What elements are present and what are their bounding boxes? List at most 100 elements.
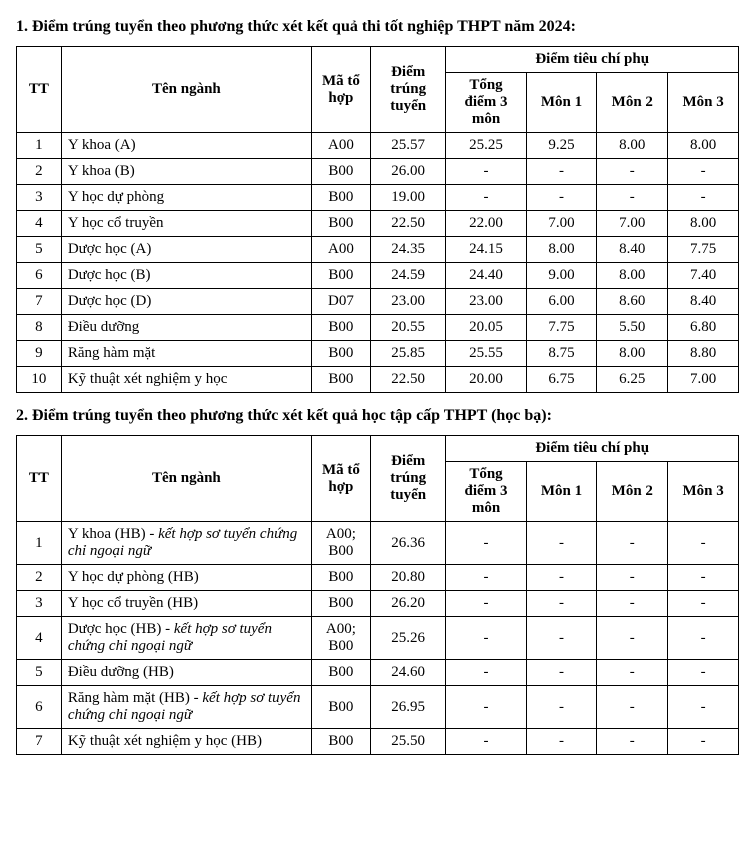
cell-ten-nganh: Dược học (A) [61, 237, 311, 263]
cell-tong-diem: - [446, 591, 526, 617]
cell-diem-trung-tuyen: 26.20 [370, 591, 446, 617]
cell-ten-nganh: Dược học (D) [61, 289, 311, 315]
table-row: 5Điều dưỡng (HB)B0024.60---- [17, 660, 739, 686]
cell-ma-to-hop: B00 [311, 185, 370, 211]
th-mon1: Môn 1 [526, 73, 597, 133]
cell-mon2: - [597, 591, 668, 617]
th-tt: TT [17, 47, 62, 133]
cell-mon1: 8.00 [526, 237, 597, 263]
cell-ma-to-hop: D07 [311, 289, 370, 315]
cell-diem-trung-tuyen: 26.00 [370, 159, 446, 185]
cell-mon3: 8.80 [668, 341, 739, 367]
cell-diem-trung-tuyen: 20.80 [370, 565, 446, 591]
cell-tt: 6 [17, 686, 62, 729]
cell-mon2: - [597, 617, 668, 660]
cell-mon3: - [668, 565, 739, 591]
cell-mon1: - [526, 617, 597, 660]
cell-diem-trung-tuyen: 22.50 [370, 367, 446, 393]
cell-tong-diem: 20.00 [446, 367, 526, 393]
table-row: 2Y học dự phòng (HB)B0020.80---- [17, 565, 739, 591]
cell-ten-nganh: Y học cổ truyền [61, 211, 311, 237]
cell-tt: 8 [17, 315, 62, 341]
cell-diem-trung-tuyen: 24.59 [370, 263, 446, 289]
section1-tbody: 1Y khoa (A)A0025.5725.259.258.008.002Y k… [17, 133, 739, 393]
table-row: 7Dược học (D)D0723.0023.006.008.608.40 [17, 289, 739, 315]
cell-mon2: 8.00 [597, 133, 668, 159]
th2-tt: TT [17, 436, 62, 522]
cell-mon2: 8.40 [597, 237, 668, 263]
table-row: 1Y khoa (A)A0025.5725.259.258.008.00 [17, 133, 739, 159]
th-diem-trung-tuyen: Điểm trúng tuyển [370, 47, 446, 133]
cell-ma-to-hop: B00 [311, 263, 370, 289]
cell-mon2: - [597, 729, 668, 755]
cell-diem-trung-tuyen: 25.57 [370, 133, 446, 159]
cell-tt: 4 [17, 617, 62, 660]
cell-mon2: - [597, 159, 668, 185]
cell-ma-to-hop: B00 [311, 367, 370, 393]
th2-diem-tieu-chi-phu: Điểm tiêu chí phụ [446, 436, 739, 462]
th2-mon3: Môn 3 [668, 462, 739, 522]
cell-mon1: - [526, 729, 597, 755]
cell-mon2: - [597, 660, 668, 686]
cell-ma-to-hop: B00 [311, 315, 370, 341]
cell-mon3: - [668, 660, 739, 686]
cell-tt: 4 [17, 211, 62, 237]
cell-ten-nganh: Điều dưỡng [61, 315, 311, 341]
cell-tt: 5 [17, 237, 62, 263]
cell-ten-nganh: Y học dự phòng [61, 185, 311, 211]
cell-tong-diem: - [446, 617, 526, 660]
th2-tong-diem-3-mon: Tổng điểm 3 môn [446, 462, 526, 522]
cell-tong-diem: - [446, 660, 526, 686]
cell-mon1: 9.25 [526, 133, 597, 159]
cell-tong-diem: 23.00 [446, 289, 526, 315]
cell-ten-main: Điều dưỡng (HB) [68, 664, 174, 680]
cell-tong-diem: - [446, 729, 526, 755]
th2-ten-nganh: Tên ngành [61, 436, 311, 522]
cell-mon3: - [668, 729, 739, 755]
table-row: 1Y khoa (HB) - kết hợp sơ tuyển chứng ch… [17, 522, 739, 565]
cell-mon1: - [526, 159, 597, 185]
cell-tt: 5 [17, 660, 62, 686]
cell-ma-to-hop: B00 [311, 211, 370, 237]
cell-diem-trung-tuyen: 22.50 [370, 211, 446, 237]
cell-mon2: 8.60 [597, 289, 668, 315]
th-mon2: Môn 2 [597, 73, 668, 133]
cell-mon3: 8.40 [668, 289, 739, 315]
cell-tt: 3 [17, 185, 62, 211]
cell-ten-nganh: Răng hàm mặt (HB) - kết hợp sơ tuyển chứ… [61, 686, 311, 729]
cell-mon1: - [526, 185, 597, 211]
table-row: 2Y khoa (B)B0026.00---- [17, 159, 739, 185]
th2-diem-trung-tuyen: Điểm trúng tuyển [370, 436, 446, 522]
th-diem-tieu-chi-phu: Điểm tiêu chí phụ [446, 47, 739, 73]
cell-ten-main: Y khoa (HB) - [68, 526, 158, 542]
cell-ten-nganh: Kỹ thuật xét nghiệm y học (HB) [61, 729, 311, 755]
cell-mon1: - [526, 565, 597, 591]
cell-mon3: 7.75 [668, 237, 739, 263]
cell-ma-to-hop: B00 [311, 565, 370, 591]
table-row: 8Điều dưỡngB0020.5520.057.755.506.80 [17, 315, 739, 341]
cell-tt: 6 [17, 263, 62, 289]
cell-tt: 3 [17, 591, 62, 617]
table-row: 4Dược học (HB) - kết hợp sơ tuyển chứng … [17, 617, 739, 660]
cell-tt: 7 [17, 289, 62, 315]
th2-mon2: Môn 2 [597, 462, 668, 522]
cell-mon1: 7.75 [526, 315, 597, 341]
cell-mon2: 6.25 [597, 367, 668, 393]
cell-ma-to-hop: B00 [311, 729, 370, 755]
cell-tong-diem: 24.40 [446, 263, 526, 289]
cell-tong-diem: 25.25 [446, 133, 526, 159]
cell-mon3: - [668, 185, 739, 211]
cell-tong-diem: - [446, 185, 526, 211]
th2-ma-to-hop: Mã tổ hợp [311, 436, 370, 522]
cell-tong-diem: - [446, 522, 526, 565]
cell-tong-diem: 24.15 [446, 237, 526, 263]
cell-mon3: - [668, 522, 739, 565]
cell-ma-to-hop: B00 [311, 341, 370, 367]
cell-diem-trung-tuyen: 20.55 [370, 315, 446, 341]
cell-ma-to-hop: A00 [311, 133, 370, 159]
cell-mon1: - [526, 660, 597, 686]
cell-ten-main: Dược học (HB) - [68, 621, 174, 637]
cell-ten-nganh: Y khoa (HB) - kết hợp sơ tuyển chứng chỉ… [61, 522, 311, 565]
cell-ten-nganh: Răng hàm mặt [61, 341, 311, 367]
cell-ten-nganh: Kỹ thuật xét nghiệm y học [61, 367, 311, 393]
